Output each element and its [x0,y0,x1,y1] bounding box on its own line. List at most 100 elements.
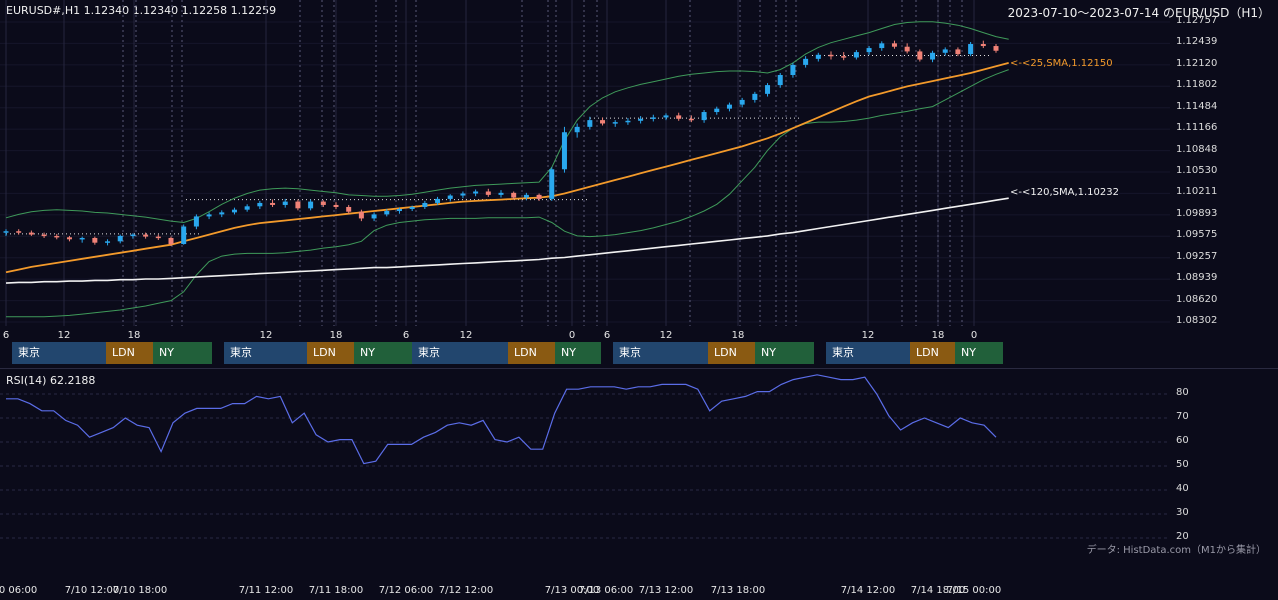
hour-tick-label: 12 [259,330,273,341]
hour-tick-label: 18 [329,330,343,341]
candle-body [270,202,276,205]
candle-body [917,51,923,60]
price-tick-label: 1.08620 [1176,293,1218,305]
candle-body [879,43,885,49]
candle-body [688,118,694,121]
session-newyork: NY [755,342,814,364]
session-london: LDN [708,342,755,364]
candle-body [523,194,529,198]
candle-body [193,216,199,227]
hour-tick-label: 12 [459,330,473,341]
candle-body [92,237,98,243]
candle-body [993,46,999,51]
candle-body [3,231,9,233]
hour-tick-label: 12 [659,330,673,341]
session-london: LDN [106,342,153,364]
candle-body [980,44,986,47]
session-tokyo: 東京 [826,342,910,364]
candle-body [257,202,263,207]
rsi-tick-label: 20 [1176,531,1189,542]
hour-tick-label: 0 [568,330,576,341]
candle-body [726,104,732,109]
session-tokyo: 東京 [412,342,508,364]
candle-body [904,46,910,52]
bollinger-lower-line [6,69,1009,318]
candle-body [942,49,948,53]
candle-body [866,48,872,53]
candle-body [54,235,60,238]
price-tick-label: 1.12439 [1176,36,1218,48]
candle-body [676,115,682,119]
rsi-chart[interactable] [0,370,1278,550]
sma25-annotation: <-<25,SMA,1.12150 [1010,58,1113,69]
rsi-tick-label: 60 [1176,435,1189,446]
price-tick-label: 1.08302 [1176,315,1218,326]
price-tick-label: 1.09257 [1176,250,1218,262]
hour-tick-label: 18 [731,330,745,341]
candle-body [282,201,288,205]
candle-body [358,211,364,219]
date-tick-label: 7/13 00:00 [544,585,600,596]
candle-body [777,74,783,86]
candle-body [41,234,47,237]
candle-body [790,64,796,75]
date-tick-label: 7/13 12:00 [638,585,694,596]
candle-body [155,236,161,239]
candle-body [600,120,606,124]
candle-body [955,49,961,55]
price-tick-label: 1.10530 [1176,165,1218,176]
session-newyork: NY [555,342,601,364]
session-newyork: NY [955,342,1003,364]
candle-body [409,206,415,210]
date-tick-label: 7/10 18:00 [112,585,168,596]
sma25-line [5,62,1009,274]
hour-tick-label: 12 [861,330,875,341]
price-tick-label: 1.10848 [1176,143,1218,155]
candle-body [765,85,771,94]
candle-body [206,214,212,217]
date-tick-label: 7/14 12:00 [840,585,896,596]
hour-tick-label: 18 [127,330,141,341]
candle-body [701,112,707,121]
date-tick-label: 7/13 06:00 [578,585,634,596]
sma120-annotation: <-<120,SMA,1.10232 [1010,187,1119,198]
candle-body [714,108,720,113]
symbol-ohlc-readout: EURUSD#,H1 1.12340 1.12340 1.12258 1.122… [6,4,277,17]
candle-body [815,54,821,59]
candle-body [231,209,237,213]
candle-body [891,43,897,47]
candle-body [752,93,758,100]
price-tick-label: 1.11484 [1176,100,1218,112]
candle-body [828,54,834,57]
date-tick-label: 7/14 18:00 [910,585,966,596]
session-london: LDN [307,342,354,364]
candle-body [435,198,441,203]
price-tick-label: 1.11166 [1176,122,1218,134]
candle-body [968,44,974,55]
price-chart[interactable] [0,0,1278,340]
date-tick-label: 7/10 06:00 [0,585,38,596]
date-tick-label: 7/10 12:00 [64,585,120,596]
candle-body [447,195,453,199]
candle-body [16,231,22,233]
hour-tick-label: 6 [2,330,10,341]
candle-body [612,122,618,124]
hour-tick-label: 6 [603,330,611,341]
date-tick-label: 7/11 12:00 [238,585,294,596]
session-london: LDN [910,342,955,364]
candle-body [485,191,491,195]
candle-body [422,202,428,207]
hour-tick-label: 0 [970,330,978,341]
candle-body [841,56,847,58]
price-tick-label: 1.11802 [1176,79,1218,91]
price-tick-label: 1.10211 [1176,186,1218,198]
candle-body [371,214,377,219]
session-newyork: NY [354,342,412,364]
candle-body [650,117,656,119]
candle-body [663,115,669,118]
date-tick-label: 7/12 12:00 [438,585,494,596]
date-tick-label: 7/15 00:00 [946,585,1002,596]
candle-body [346,206,352,212]
candle-body [803,58,809,65]
candle-body [130,234,136,237]
